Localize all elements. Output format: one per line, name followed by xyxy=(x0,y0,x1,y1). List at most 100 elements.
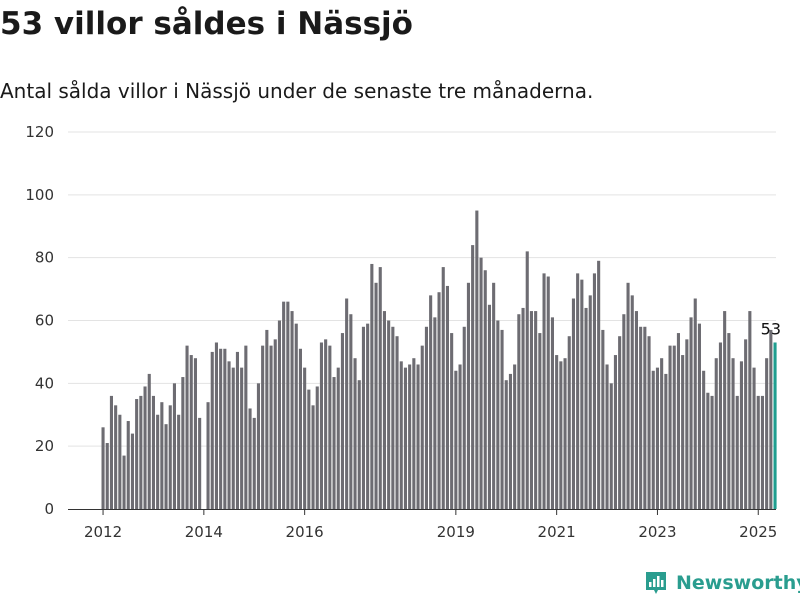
bar xyxy=(626,282,630,509)
bar xyxy=(702,370,706,509)
bar xyxy=(672,345,676,509)
bar xyxy=(332,377,336,509)
bar xyxy=(735,395,739,509)
bar xyxy=(181,377,185,509)
bar xyxy=(357,380,361,509)
bar xyxy=(114,405,118,509)
bar xyxy=(525,251,529,509)
brand-name: Newsworthy xyxy=(676,572,800,594)
bar xyxy=(664,373,668,509)
highlight-bar xyxy=(773,342,777,509)
bar xyxy=(504,380,508,509)
bar xyxy=(517,314,521,509)
bar xyxy=(450,333,454,509)
bar xyxy=(391,326,395,509)
bar xyxy=(613,355,617,509)
bar xyxy=(727,333,731,509)
bar xyxy=(370,263,374,509)
bar xyxy=(223,348,227,509)
bar xyxy=(403,367,407,509)
bar xyxy=(324,339,328,509)
bar xyxy=(487,304,491,509)
bar xyxy=(597,260,601,509)
bar xyxy=(542,273,546,509)
bar xyxy=(387,320,391,509)
bar xyxy=(328,345,332,509)
bar xyxy=(189,355,193,509)
bar xyxy=(353,358,357,509)
bar xyxy=(765,358,769,509)
bar xyxy=(151,395,155,509)
bar xyxy=(718,342,722,509)
bar xyxy=(769,329,773,509)
bar xyxy=(697,323,701,509)
bar xyxy=(290,311,294,509)
bar xyxy=(529,311,533,509)
bar xyxy=(416,364,420,509)
bar xyxy=(693,298,697,509)
bar xyxy=(479,257,483,509)
y-tick-label: 40 xyxy=(35,374,54,392)
x-tick-label: 2019 xyxy=(437,523,475,541)
bar xyxy=(193,358,197,509)
bar xyxy=(609,383,613,509)
bar xyxy=(294,323,298,509)
bar xyxy=(147,373,151,509)
bar xyxy=(395,336,399,509)
bar xyxy=(555,355,559,509)
bar xyxy=(366,323,370,509)
bar xyxy=(315,386,319,509)
bar xyxy=(374,282,378,509)
bar xyxy=(177,414,181,509)
bar xyxy=(466,282,470,509)
bar xyxy=(660,358,664,509)
bar xyxy=(286,301,290,509)
bar xyxy=(437,292,441,509)
bar xyxy=(462,326,466,509)
bar xyxy=(282,301,286,509)
bar xyxy=(345,298,349,509)
bar xyxy=(685,339,689,509)
bar xyxy=(676,333,680,509)
bar xyxy=(122,455,126,509)
chart-title: 53 villor såldes i Nässjö xyxy=(0,6,413,42)
bar xyxy=(273,339,277,509)
bar xyxy=(513,364,517,509)
bar xyxy=(471,245,475,509)
bar xyxy=(349,314,353,509)
bar xyxy=(508,373,512,509)
bar xyxy=(760,395,764,509)
x-tick-label: 2025 xyxy=(739,523,777,541)
bar xyxy=(454,370,458,509)
bar xyxy=(340,333,344,509)
bar xyxy=(240,367,244,509)
newsworthy-logo-icon xyxy=(646,572,666,594)
bar xyxy=(101,427,105,509)
bar xyxy=(639,326,643,509)
bar xyxy=(269,345,273,509)
bar xyxy=(496,320,500,509)
bar xyxy=(235,351,239,509)
bar xyxy=(206,402,210,509)
bar xyxy=(219,348,223,509)
bar xyxy=(252,417,256,509)
bar xyxy=(655,367,659,509)
bar xyxy=(126,421,130,509)
bar xyxy=(277,320,281,509)
bar xyxy=(580,279,584,509)
bar xyxy=(248,408,252,509)
bar xyxy=(164,424,168,509)
bar xyxy=(303,367,307,509)
bar xyxy=(156,414,160,509)
bar xyxy=(214,342,218,509)
bar xyxy=(744,339,748,509)
bar xyxy=(731,358,735,509)
bar xyxy=(622,314,626,509)
bar xyxy=(109,395,113,509)
y-tick-label: 120 xyxy=(25,123,54,141)
bar xyxy=(534,311,538,509)
bar xyxy=(571,298,575,509)
bar xyxy=(198,417,202,509)
bar xyxy=(118,414,122,509)
y-tick-label: 100 xyxy=(25,186,54,204)
